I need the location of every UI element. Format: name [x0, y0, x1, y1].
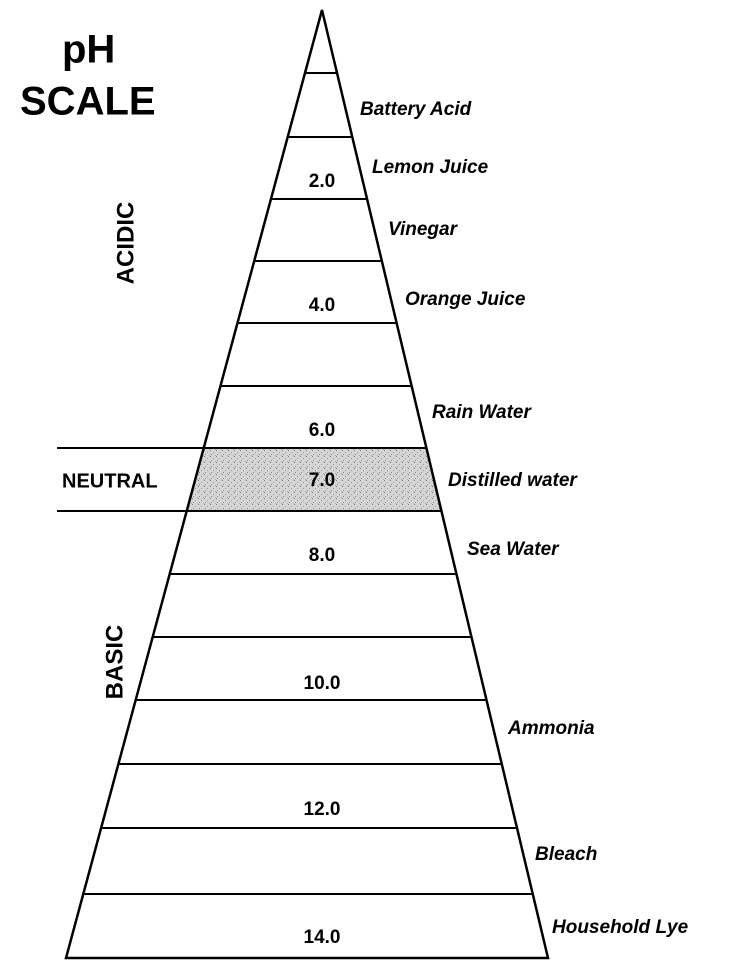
ph-level: 12.0: [304, 799, 341, 820]
substance-label: Ammonia: [507, 718, 595, 739]
substance-label: Bleach: [535, 844, 597, 865]
neutral-band: [186, 448, 442, 511]
substance-label: Sea Water: [467, 539, 560, 560]
ph-level: 4.0: [309, 295, 335, 316]
substance-label: Lemon Juice: [372, 157, 489, 178]
substance-label: Vinegar: [388, 219, 459, 240]
substance-label: Battery Acid: [360, 99, 472, 120]
substance-label: Household Lye: [552, 917, 689, 938]
title-line: SCALE: [20, 80, 156, 124]
region-label: NEUTRAL: [62, 470, 158, 492]
ph-level: 8.0: [309, 545, 335, 566]
ph-level: 6.0: [309, 420, 335, 441]
substance-label: Orange Juice: [405, 289, 526, 310]
region-label: ACIDIC: [112, 202, 139, 285]
ph-level: 10.0: [304, 673, 341, 694]
substance-label: Distilled water: [448, 470, 578, 491]
triangle: [64, 9, 550, 960]
ph-level: 14.0: [304, 927, 341, 948]
ph-level: 2.0: [309, 171, 335, 192]
region-label: BASIC: [101, 625, 128, 700]
title-line: pH: [62, 28, 115, 72]
substance-label: Rain Water: [432, 402, 533, 423]
ph-level: 7.0: [309, 470, 335, 491]
